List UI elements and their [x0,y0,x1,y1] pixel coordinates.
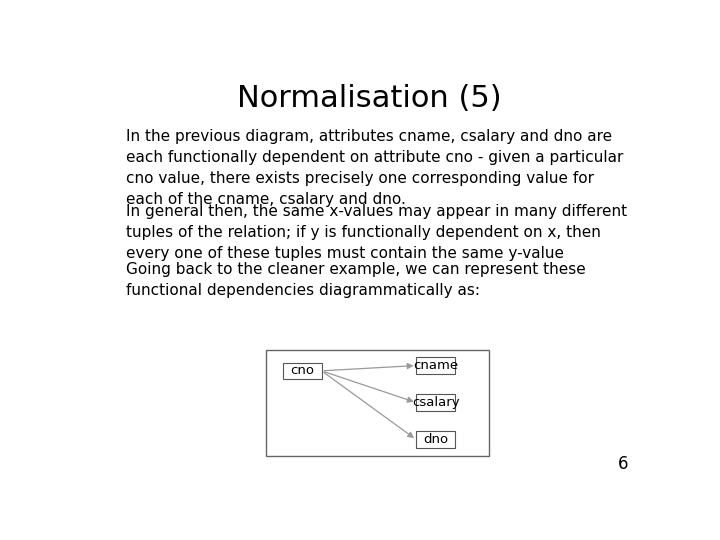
Text: In general then, the same x-values may appear in many different
tuples of the re: In general then, the same x-values may a… [126,204,627,261]
FancyBboxPatch shape [416,357,456,374]
FancyBboxPatch shape [416,394,456,411]
Text: csalary: csalary [412,396,460,409]
Text: Going back to the cleaner example, we can represent these
functional dependencie: Going back to the cleaner example, we ca… [126,262,586,298]
Text: Normalisation (5): Normalisation (5) [237,84,501,112]
Text: cno: cno [290,364,314,377]
Text: 6: 6 [618,455,629,473]
FancyBboxPatch shape [282,362,322,379]
Text: cname: cname [413,359,459,372]
Text: dno: dno [423,433,449,446]
FancyBboxPatch shape [416,431,456,448]
Text: In the previous diagram, attributes cname, csalary and dno are
each functionally: In the previous diagram, attributes cnam… [126,129,624,207]
FancyBboxPatch shape [266,349,489,456]
